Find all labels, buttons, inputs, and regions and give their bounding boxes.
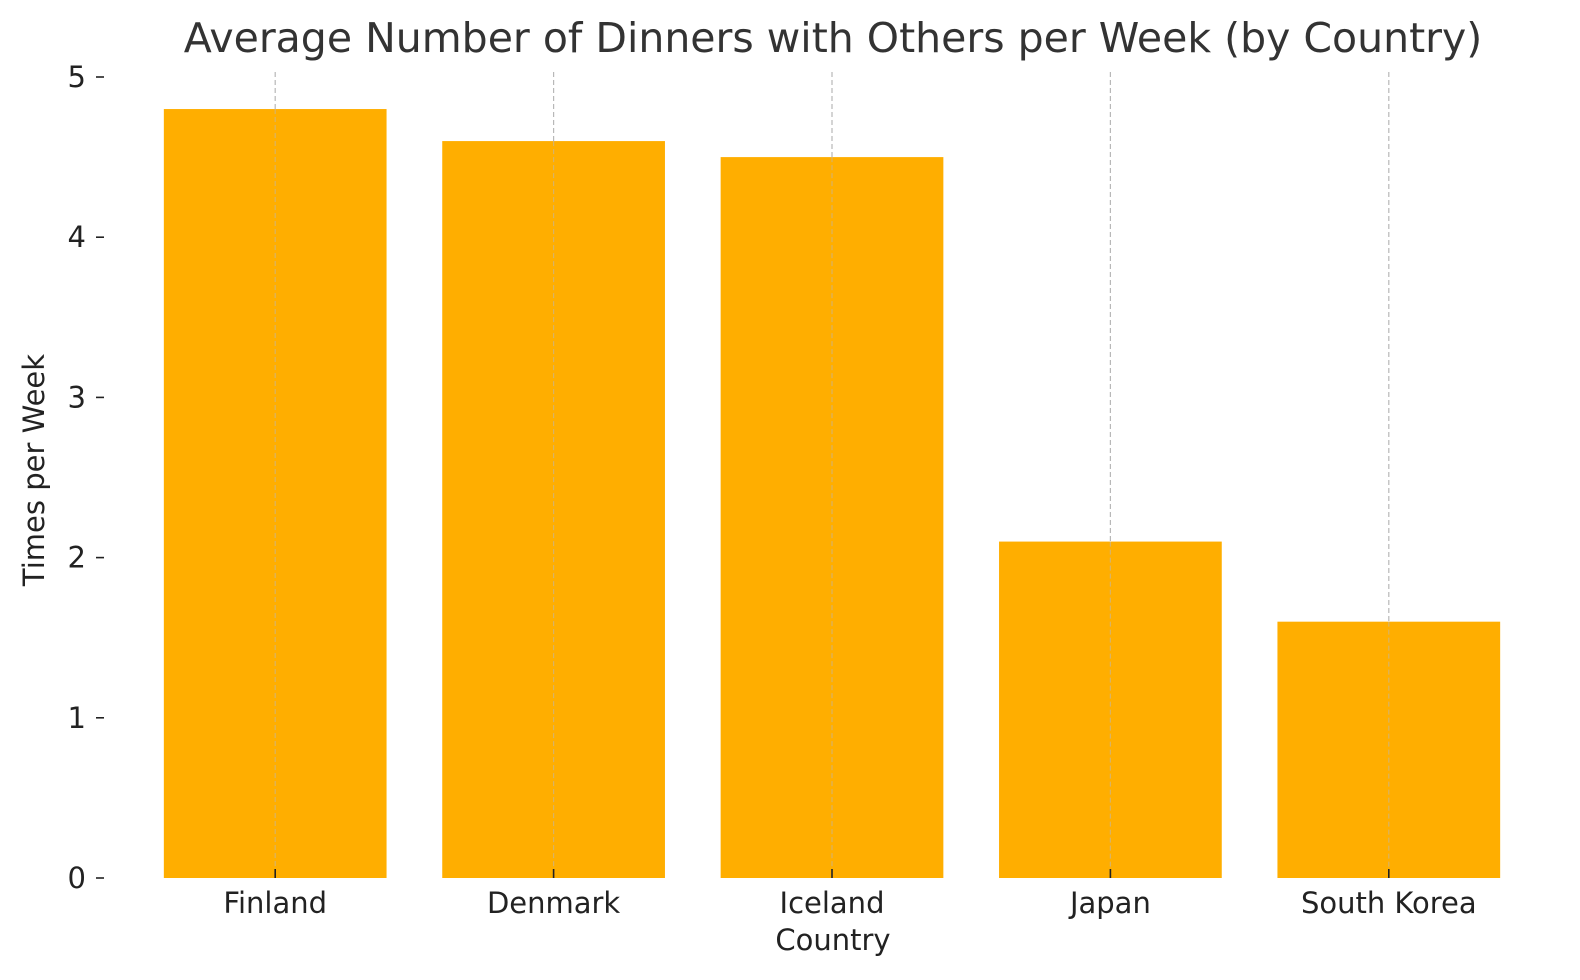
x-tick-label: Iceland [780,886,885,920]
y-tick-label: 0 [68,861,86,895]
x-tick-label: Denmark [487,886,620,920]
y-tick-label: 3 [68,380,86,414]
chart-title: Average Number of Dinners with Others pe… [184,14,1483,62]
x-tick-label: South Korea [1301,886,1477,920]
y-axis-label: Times per Week [17,354,51,587]
gridfront-layer [274,109,1390,878]
x-tick-label: Japan [1068,886,1151,920]
x-axis-label: Country [775,923,890,957]
y-axis: 0 1 2 3 4 5 [68,60,104,895]
x-tick-label: Finland [223,886,327,920]
y-tick-label: 2 [68,541,86,575]
y-tick-label: 4 [68,220,86,254]
x-axis: Finland Denmark Iceland Japan South Korea [223,869,1477,920]
y-tick-label: 5 [68,60,86,94]
y-tick-label: 1 [68,701,86,735]
